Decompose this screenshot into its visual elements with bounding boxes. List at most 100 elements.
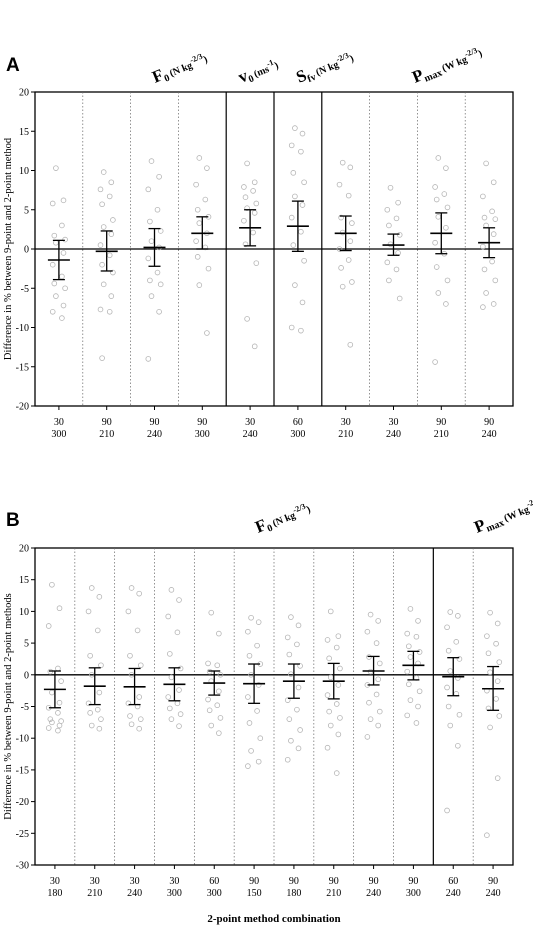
data-point [292,125,298,131]
data-point [168,716,175,722]
data-point [295,622,302,629]
y-tick-label: -10 [16,323,29,334]
data-point [404,712,411,719]
data-point [49,200,56,207]
data-point [297,727,303,733]
data-point [492,216,499,222]
data-point [56,722,63,729]
data-point [327,608,334,615]
data-point [386,222,392,229]
data-point [395,199,401,206]
data-point [443,301,449,307]
x-tick-label-bottom: 240 [366,888,381,899]
y-tick-label: 15 [19,575,29,586]
data-point [244,316,250,322]
data-point [493,696,499,702]
data-point [384,206,391,213]
data-point [347,164,354,171]
data-point [445,647,452,654]
data-point [349,220,355,226]
group-label-close: ) [348,53,355,64]
data-point [375,722,381,729]
y-tick-label: -15 [16,362,29,373]
group-label-exponent: -2/3 [525,496,533,509]
x-tick-label-bottom: 240 [127,888,142,899]
data-point [336,181,343,188]
data-point [349,279,355,285]
data-point [248,748,254,754]
data-point [59,222,65,229]
y-tick-label: -20 [16,797,29,808]
x-tick-label-bottom: 240 [386,429,401,440]
data-point [193,238,199,244]
data-point [494,775,501,781]
data-point [214,702,221,709]
data-point [286,716,293,722]
data-point [295,745,302,752]
data-point [455,613,461,619]
data-point [415,618,421,624]
data-point [433,264,440,270]
data-point [56,699,63,706]
data-point [484,832,490,839]
group-label-subscript: 0 [247,73,256,85]
data-point [254,708,260,714]
data-point [298,148,304,155]
data-point [327,722,334,729]
group-label: Pmax(W kg-2/3) [409,42,485,89]
data-point [432,239,438,246]
y-tick-label: 20 [19,88,29,99]
data-point [245,763,251,769]
group-label-exponent: -2/3 [335,51,350,64]
data-point [108,231,115,237]
data-point [134,627,141,634]
data-point [196,220,203,226]
group-label-close: ) [273,60,280,71]
data-point [284,697,291,703]
x-tick-label-top: 90 [150,417,160,428]
data-point [165,694,172,700]
data-point [99,261,105,268]
data-point [433,196,440,203]
data-point [288,214,295,221]
x-tick-label-bottom: 300 [167,888,182,899]
data-point [245,694,251,700]
data-point [244,205,250,211]
data-point [168,674,175,681]
data-point [375,618,381,624]
data-point [250,188,256,194]
data-point [59,315,65,321]
data-point [127,652,133,659]
data-point [241,184,247,190]
data-point [404,668,411,675]
data-point [49,719,55,726]
data-point [489,258,495,265]
data-point [55,710,61,716]
data-point [125,700,132,707]
y-tick-label: -5 [21,284,29,295]
data-point [202,196,209,203]
group-label-subscript: 0 [266,523,275,535]
data-point [137,716,144,722]
data-point [393,215,400,222]
data-point [244,160,250,167]
data-point [96,725,103,732]
data-point [127,713,133,719]
data-point [94,706,101,713]
data-point [345,192,352,199]
data-point [299,299,306,306]
data-point [216,630,222,637]
data-point [174,700,181,707]
data-point [395,250,401,256]
data-point [298,228,304,235]
x-tick-label-top: 30 [341,417,351,428]
data-point [447,609,454,615]
x-tick-label-bottom: 240 [147,429,162,440]
data-point [97,186,104,193]
data-point [345,257,352,263]
y-tick-label: -20 [16,402,29,413]
data-point [49,261,56,268]
data-point [336,246,343,252]
data-point [55,665,61,672]
data-point [415,703,421,710]
